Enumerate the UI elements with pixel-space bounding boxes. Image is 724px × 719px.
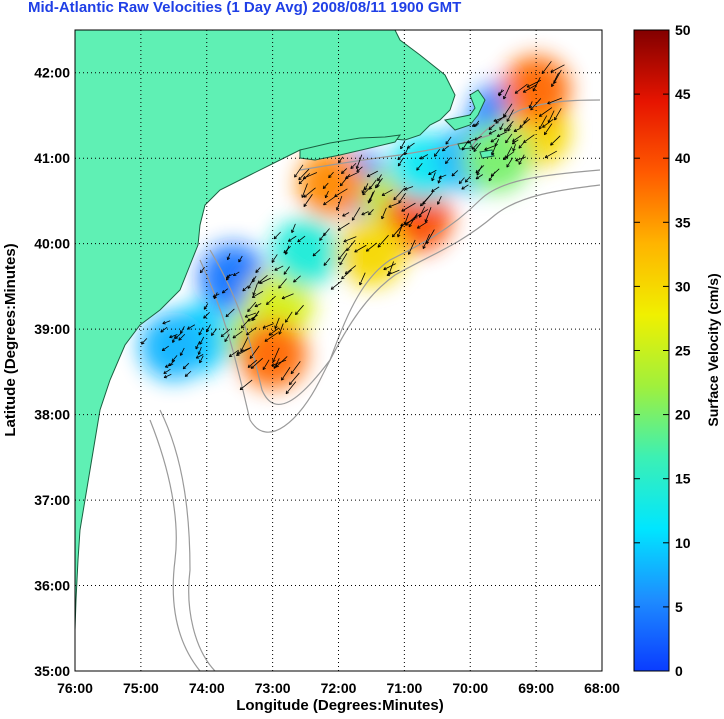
y-tick-label: 36:00	[34, 578, 70, 594]
x-tick-label: 76:00	[57, 680, 93, 696]
x-axis-label: Longitude (Degrees:Minutes)	[236, 697, 444, 714]
x-tick-label: 69:00	[518, 680, 554, 696]
vector-head	[258, 283, 261, 284]
vector-head	[496, 123, 499, 124]
vector-head	[366, 251, 369, 252]
colorbar-tick-label: 50	[675, 22, 691, 38]
colorbar-tick-label: 25	[675, 343, 691, 359]
y-tick-label: 41:00	[34, 150, 70, 166]
y-tick-label: 42:00	[34, 65, 70, 81]
map-title: Mid-Atlantic Raw Velocities (1 Day Avg) …	[0, 0, 724, 16]
colorbar-tick-label: 20	[675, 407, 691, 423]
y-tick-label: 39:00	[34, 321, 70, 337]
y-tick-label: 40:00	[34, 236, 70, 252]
colorbar-tick-label: 30	[675, 278, 691, 294]
y-tick-label: 38:00	[34, 407, 70, 423]
colorbar-tick-label: 0	[675, 663, 683, 679]
x-tick-label: 71:00	[386, 680, 422, 696]
velocity-blob	[463, 124, 531, 192]
vector-head	[331, 289, 334, 290]
x-tick-label: 74:00	[189, 680, 225, 696]
colorbar-tick-label: 10	[675, 535, 691, 551]
vector-head	[240, 389, 243, 390]
y-tick-labels: 35:00 36:00 37:00 38:00 39:00 40:00 41:00 42:00	[34, 65, 70, 679]
x-tick-label: 75:00	[123, 680, 159, 696]
x-tick-labels: 76:00 75:00 74:00 73:00 72:00 71:00 70:00 69:00…	[57, 680, 620, 696]
x-tick-label: 73:00	[255, 680, 291, 696]
velocity-blob	[298, 150, 366, 218]
x-tick-label: 70:00	[452, 680, 488, 696]
colorbar-tick-label: 40	[675, 150, 691, 166]
x-tick-label: 68:00	[584, 680, 620, 696]
y-tick-label: 37:00	[34, 492, 70, 508]
colorbar-tick-label: 35	[675, 214, 691, 230]
y-tick-label: 35:00	[34, 663, 70, 679]
y-axis-label: Latitude (Degrees:Minutes)	[2, 243, 19, 436]
vector-head	[304, 197, 307, 198]
x-tick-label: 72:00	[321, 680, 357, 696]
vector-head	[298, 241, 301, 242]
colorbar-tick-label: 15	[675, 471, 691, 487]
colorbar-tick-label: 45	[675, 86, 691, 102]
colorbar-tick-label: 5	[675, 599, 683, 615]
colorbar-label: Surface Velocity (cm/s)	[705, 273, 721, 426]
